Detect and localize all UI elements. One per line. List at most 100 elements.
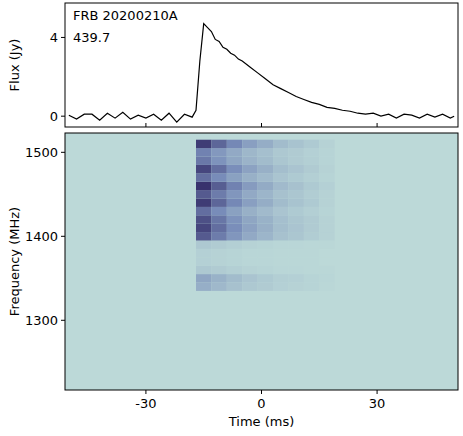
y-tick	[61, 152, 65, 153]
y-tick-label: 1400	[25, 229, 58, 244]
heatmap-cell	[319, 232, 334, 240]
heatmap-cell	[319, 215, 334, 223]
heatmap-cell	[227, 232, 242, 240]
heatmap-cell	[258, 282, 273, 290]
heatmap-cell	[319, 241, 334, 249]
heatmap-cell	[319, 148, 334, 156]
heatmap-cell	[227, 148, 242, 156]
heatmap-cell	[227, 173, 242, 181]
y-tick-label: 0	[50, 109, 58, 124]
heatmap-cell	[196, 165, 211, 173]
heatmap-group	[196, 140, 335, 291]
x-tick-label: 0	[257, 396, 265, 411]
heatmap-cell	[288, 182, 303, 190]
heatmap-cell	[211, 232, 226, 240]
heatmap-cell	[319, 165, 334, 173]
heatmap-cell	[227, 282, 242, 290]
heatmap-cell	[288, 274, 303, 282]
heatmap-cell	[273, 249, 288, 257]
heatmap-cell	[211, 249, 226, 257]
heatmap-cell	[242, 215, 257, 223]
heatmap-cell	[227, 157, 242, 165]
heatmap-cell	[258, 207, 273, 215]
y-tick	[61, 116, 65, 117]
heatmap-cell	[196, 249, 211, 257]
x-tick-label: -30	[135, 396, 156, 411]
heatmap-cell	[196, 224, 211, 232]
heatmap-cell	[227, 199, 242, 207]
heatmap-cell	[227, 224, 242, 232]
heatmap-cell	[196, 282, 211, 290]
heatmap-cell	[258, 182, 273, 190]
heatmap-cell	[211, 165, 226, 173]
heatmap-cell	[319, 249, 334, 257]
heatmap-cell	[273, 182, 288, 190]
heatmap-cell	[273, 199, 288, 207]
heatmap-cell	[304, 190, 319, 198]
annotation: 439.7	[73, 30, 110, 45]
heatmap-cell	[273, 173, 288, 181]
x-tick	[261, 390, 262, 394]
heatmap-cell	[258, 148, 273, 156]
heatmap-cell	[258, 266, 273, 274]
profile-line	[69, 24, 454, 122]
heatmap-cell	[319, 190, 334, 198]
heatmap-cell	[288, 282, 303, 290]
profile-group	[69, 24, 454, 122]
heatmap-cell	[227, 182, 242, 190]
heatmap-cell	[288, 215, 303, 223]
y-tick-label: 1300	[25, 313, 58, 328]
heatmap-cell	[242, 232, 257, 240]
heatmap-cell	[196, 190, 211, 198]
heatmap-cell	[211, 282, 226, 290]
heatmap-cell	[211, 224, 226, 232]
heatmap-cell	[273, 282, 288, 290]
heatmap-cell	[258, 173, 273, 181]
heatmap-cell	[304, 148, 319, 156]
heatmap-cell	[258, 274, 273, 282]
plot-background	[65, 133, 458, 390]
figure: 04Flux (Jy)FRB 20200210A439.713001400150…	[0, 0, 463, 436]
heatmap-cell	[196, 241, 211, 249]
heatmap-cell	[304, 232, 319, 240]
heatmap-cell	[319, 224, 334, 232]
heatmap-cell	[304, 165, 319, 173]
heatmap-cell	[227, 257, 242, 265]
heatmap-cell	[288, 249, 303, 257]
heatmap-cell	[227, 190, 242, 198]
heatmap-cell	[196, 199, 211, 207]
annotation: FRB 20200210A	[73, 8, 178, 23]
heatmap-cell	[242, 274, 257, 282]
heatmap-cell	[273, 274, 288, 282]
heatmap-cell	[288, 140, 303, 148]
heatmap-cell	[211, 140, 226, 148]
heatmap-cell	[211, 199, 226, 207]
heatmap-cell	[211, 266, 226, 274]
y-tick	[61, 37, 65, 38]
heatmap-cell	[319, 173, 334, 181]
heatmap-cell	[319, 182, 334, 190]
heatmap-cell	[258, 257, 273, 265]
heatmap-cell	[211, 148, 226, 156]
y-tick-label: 1500	[25, 145, 58, 160]
heatmap-cell	[304, 157, 319, 165]
heatmap-cell	[319, 207, 334, 215]
heatmap-cell	[288, 199, 303, 207]
heatmap-cell	[211, 190, 226, 198]
heatmap-cell	[242, 266, 257, 274]
frame	[65, 3, 458, 127]
heatmap-cell	[242, 257, 257, 265]
heatmap-cell	[211, 173, 226, 181]
heatmap-cell	[319, 266, 334, 274]
y-tick-label: 4	[50, 30, 58, 45]
heatmap-cell	[304, 274, 319, 282]
heatmap-cell	[288, 232, 303, 240]
heatmap-cell	[242, 148, 257, 156]
x-tick	[261, 123, 262, 127]
heatmap-cell	[304, 215, 319, 223]
heatmap-cell	[196, 173, 211, 181]
heatmap-cell	[242, 241, 257, 249]
y-axis-title: Frequency (MHz)	[7, 207, 22, 316]
heatmap-cell	[288, 207, 303, 215]
y-tick	[61, 236, 65, 237]
